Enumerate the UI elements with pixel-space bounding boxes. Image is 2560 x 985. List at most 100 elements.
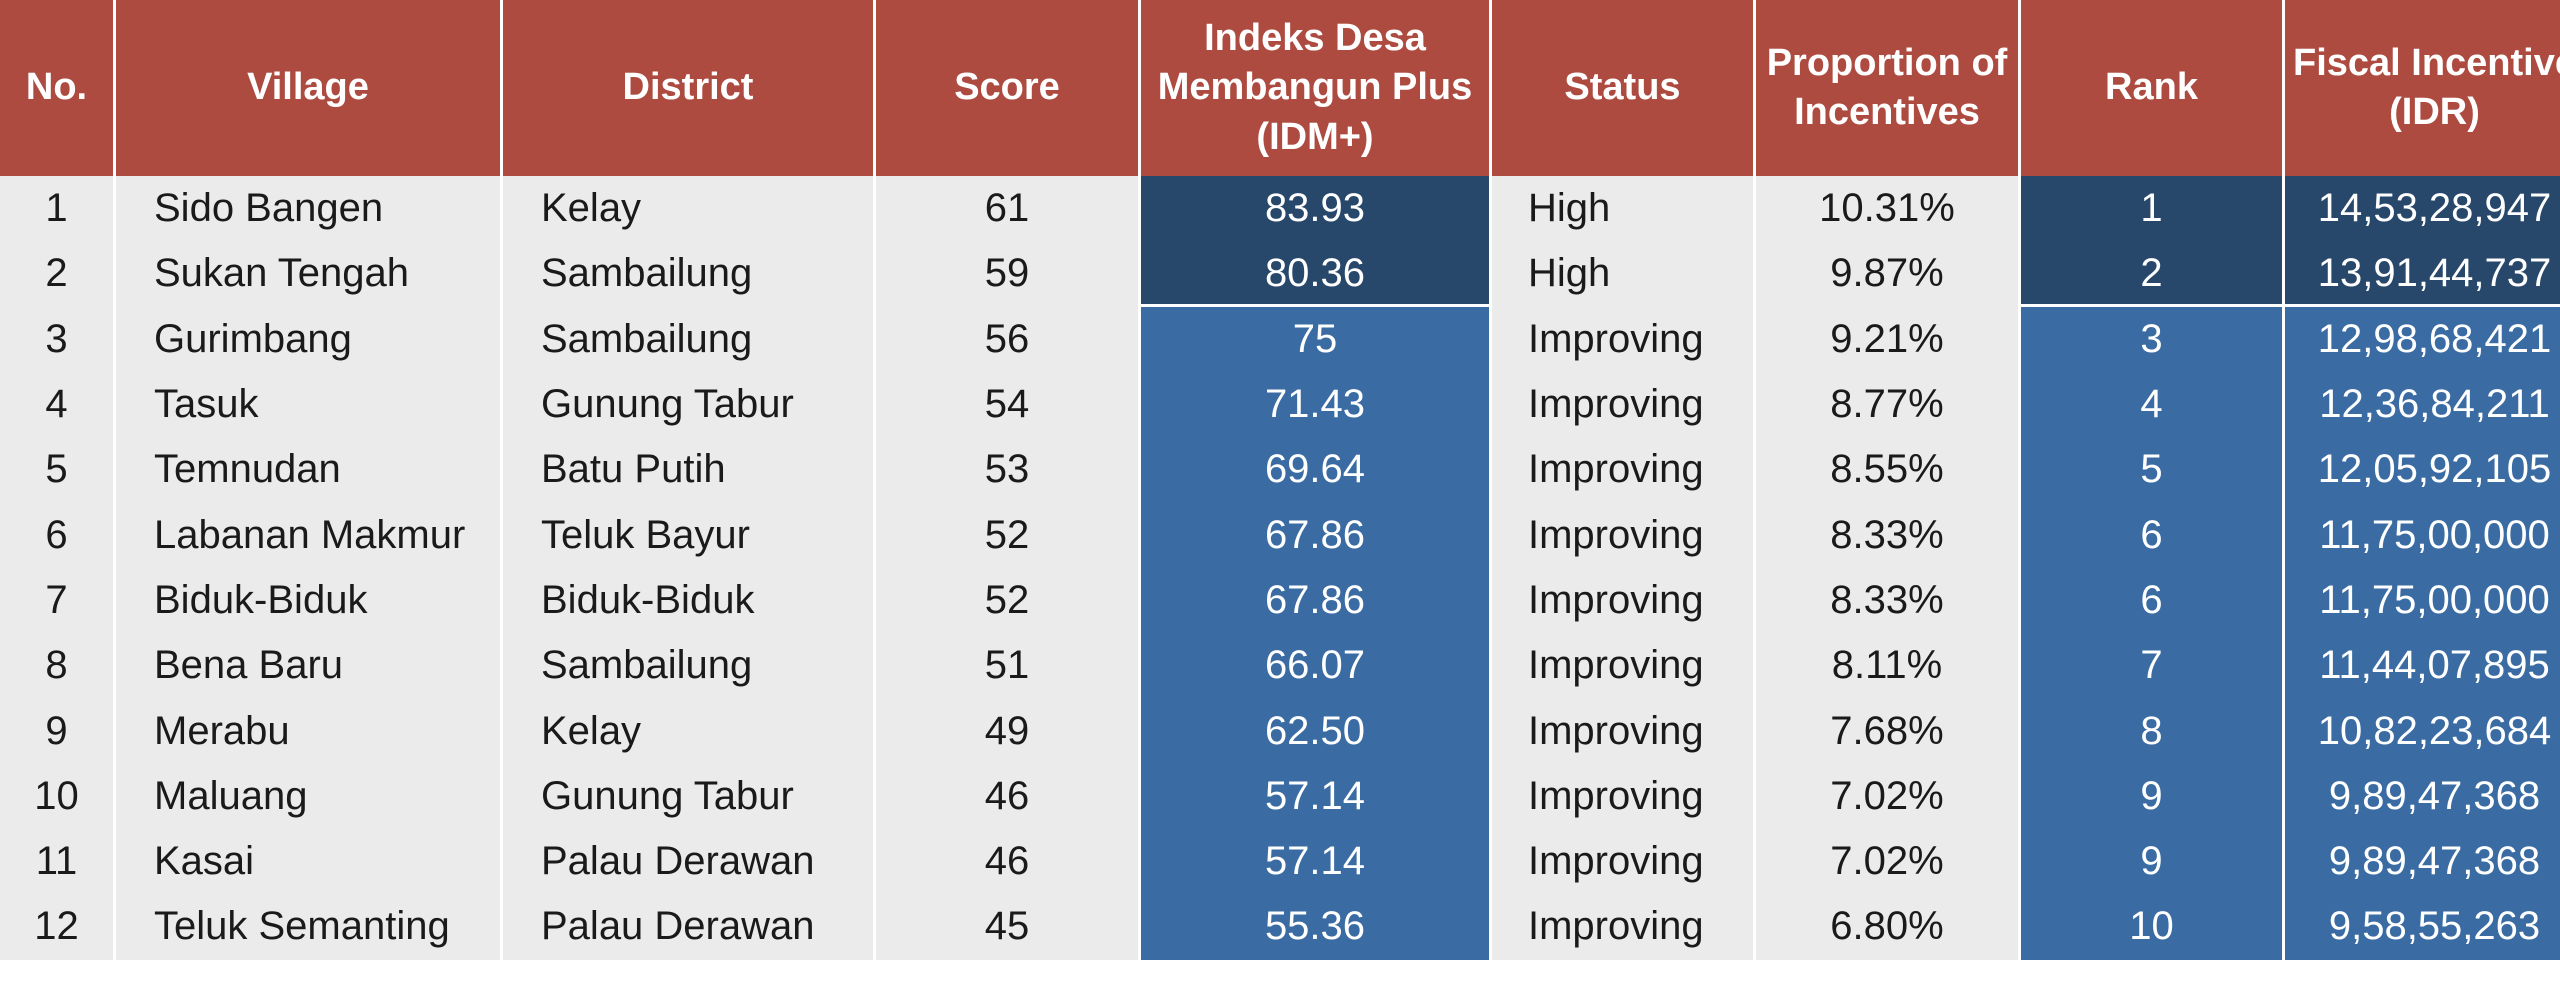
cell-incentive: 11,44,07,895 xyxy=(2285,633,2560,699)
cell-village: Sido Bangen xyxy=(116,176,500,242)
cell-score: 59 xyxy=(876,241,1138,307)
cell-district: Sambailung xyxy=(503,241,873,307)
cell-district: Gunung Tabur xyxy=(503,371,873,438)
cell-village: Teluk Semanting xyxy=(116,894,500,960)
cell-rank: 3 xyxy=(2021,306,2282,372)
cell-village: Sukan Tengah xyxy=(116,241,500,307)
cell-incentive: 12,98,68,421 xyxy=(2285,306,2560,372)
header-district: District xyxy=(503,0,873,176)
cell-proportion: 9.87% xyxy=(1756,241,2018,307)
cell-status: Improving xyxy=(1492,306,1753,372)
cell-proportion: 10.31% xyxy=(1756,176,2018,242)
cell-district: Gunung Tabur xyxy=(503,763,873,829)
cell-rank: 2 xyxy=(2021,241,2282,307)
cell-status: Improving xyxy=(1492,894,1753,960)
cell-no: 12 xyxy=(0,894,113,960)
cell-no: 4 xyxy=(0,371,113,438)
cell-village: Bena Baru xyxy=(116,633,500,699)
cell-proportion: 8.33% xyxy=(1756,567,2018,634)
cell-score: 45 xyxy=(876,894,1138,960)
cell-no: 1 xyxy=(0,176,113,242)
cell-incentive: 9,89,47,368 xyxy=(2285,763,2560,829)
cell-rank: 7 xyxy=(2021,633,2282,699)
cell-no: 8 xyxy=(0,633,113,699)
cell-village: Temnudan xyxy=(116,437,500,503)
cell-proportion: 9.21% xyxy=(1756,306,2018,372)
header-score: Score xyxy=(876,0,1138,176)
cell-proportion: 7.02% xyxy=(1756,763,2018,829)
cell-status: Improving xyxy=(1492,763,1753,829)
cell-rank: 1 xyxy=(2021,176,2282,242)
cell-proportion: 7.02% xyxy=(1756,828,2018,895)
cell-rank: 8 xyxy=(2021,698,2282,764)
cell-proportion: 8.55% xyxy=(1756,437,2018,503)
cell-status: High xyxy=(1492,176,1753,242)
cell-district: Teluk Bayur xyxy=(503,502,873,568)
cell-district: Sambailung xyxy=(503,633,873,699)
cell-rank: 9 xyxy=(2021,763,2282,829)
cell-village: Kasai xyxy=(116,828,500,895)
cell-idm: 75 xyxy=(1141,306,1489,372)
cell-idm: 67.86 xyxy=(1141,567,1489,634)
header-rank: Rank xyxy=(2021,0,2282,176)
cell-idm: 66.07 xyxy=(1141,633,1489,699)
cell-incentive: 12,36,84,211 xyxy=(2285,371,2560,438)
cell-village: Maluang xyxy=(116,763,500,829)
cell-village: Labanan Makmur xyxy=(116,502,500,568)
cell-incentive: 11,75,00,000 xyxy=(2285,567,2560,634)
cell-proportion: 7.68% xyxy=(1756,698,2018,764)
cell-incentive: 10,82,23,684 xyxy=(2285,698,2560,764)
cell-status: Improving xyxy=(1492,698,1753,764)
header-no: No. xyxy=(0,0,113,176)
cell-incentive: 11,75,00,000 xyxy=(2285,502,2560,568)
cell-no: 6 xyxy=(0,502,113,568)
cell-district: Kelay xyxy=(503,176,873,242)
cell-proportion: 8.77% xyxy=(1756,371,2018,438)
cell-district: Sambailung xyxy=(503,306,873,372)
cell-no: 10 xyxy=(0,763,113,829)
cell-no: 3 xyxy=(0,306,113,372)
cell-incentive: 9,89,47,368 xyxy=(2285,828,2560,895)
cell-rank: 6 xyxy=(2021,567,2282,634)
cell-rank: 9 xyxy=(2021,828,2282,895)
cell-idm: 69.64 xyxy=(1141,437,1489,503)
cell-score: 46 xyxy=(876,763,1138,829)
cell-score: 53 xyxy=(876,437,1138,503)
cell-proportion: 8.11% xyxy=(1756,633,2018,699)
cell-incentive: 13,91,44,737 xyxy=(2285,241,2560,307)
cell-district: Palau Derawan xyxy=(503,894,873,960)
cell-incentive: 12,05,92,105 xyxy=(2285,437,2560,503)
header-incentive: Fiscal Incentive (IDR) xyxy=(2285,0,2560,176)
cell-score: 52 xyxy=(876,502,1138,568)
header-proportion: Proportion of Incentives xyxy=(1756,0,2018,176)
cell-idm: 62.50 xyxy=(1141,698,1489,764)
cell-idm: 67.86 xyxy=(1141,502,1489,568)
cell-village: Merabu xyxy=(116,698,500,764)
cell-idm: 57.14 xyxy=(1141,828,1489,895)
cell-status: Improving xyxy=(1492,502,1753,568)
cell-no: 11 xyxy=(0,828,113,895)
cell-rank: 5 xyxy=(2021,437,2282,503)
cell-status: High xyxy=(1492,241,1753,307)
cell-rank: 10 xyxy=(2021,894,2282,960)
header-idm: Indeks Desa Membangun Plus (IDM+) xyxy=(1141,0,1489,176)
header-status: Status xyxy=(1492,0,1753,176)
cell-village: Tasuk xyxy=(116,371,500,438)
cell-status: Improving xyxy=(1492,371,1753,438)
cell-district: Biduk-Biduk xyxy=(503,567,873,634)
cell-score: 54 xyxy=(876,371,1138,438)
cell-no: 7 xyxy=(0,567,113,634)
cell-idm: 55.36 xyxy=(1141,894,1489,960)
cell-score: 46 xyxy=(876,828,1138,895)
cell-proportion: 8.33% xyxy=(1756,502,2018,568)
cell-status: Improving xyxy=(1492,633,1753,699)
cell-proportion: 6.80% xyxy=(1756,894,2018,960)
cell-district: Palau Derawan xyxy=(503,828,873,895)
cell-no: 2 xyxy=(0,241,113,307)
cell-status: Improving xyxy=(1492,567,1753,634)
header-village: Village xyxy=(116,0,500,176)
cell-score: 52 xyxy=(876,567,1138,634)
cell-no: 9 xyxy=(0,698,113,764)
cell-idm: 83.93 xyxy=(1141,176,1489,242)
cell-score: 49 xyxy=(876,698,1138,764)
